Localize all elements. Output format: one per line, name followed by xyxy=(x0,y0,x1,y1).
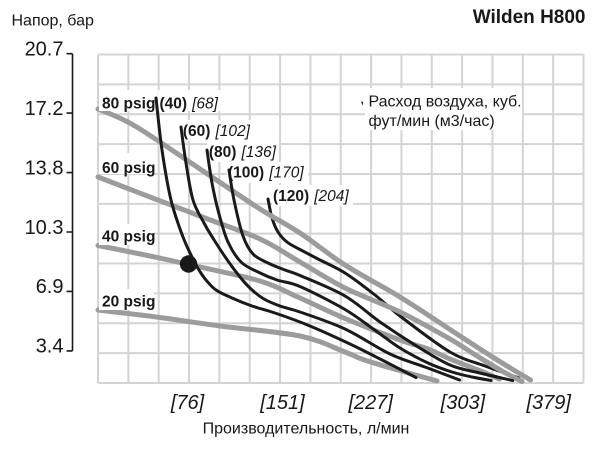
svg-text:13.8: 13.8 xyxy=(25,157,64,179)
svg-text:60 psig: 60 psig xyxy=(102,160,155,177)
svg-text:(60)[102]: (60) [102] xyxy=(183,123,251,140)
svg-text:Производительность, л/мин: Производительность, л/мин xyxy=(203,421,410,438)
svg-text:Напор, бар: Напор, бар xyxy=(12,12,95,29)
svg-text:20 psig: 20 psig xyxy=(102,294,155,311)
svg-text:Расход воздуха, куб.: Расход воздуха, куб. xyxy=(369,94,522,111)
svg-text:80 psig: 80 psig xyxy=(102,95,155,112)
svg-text:10.3: 10.3 xyxy=(25,217,64,239)
svg-text:Wilden H800: Wilden H800 xyxy=(473,7,586,28)
svg-text:17.2: 17.2 xyxy=(25,98,64,120)
svg-text:[227]: [227] xyxy=(347,392,393,414)
svg-text:[151]: [151] xyxy=(259,392,305,414)
svg-text:6.9: 6.9 xyxy=(36,276,64,298)
svg-text:[76]: [76] xyxy=(170,392,205,414)
svg-text:[379]: [379] xyxy=(525,392,571,414)
svg-text:[303]: [303] xyxy=(440,392,486,414)
svg-text:(80)[136]: (80) [136] xyxy=(209,144,277,161)
svg-text:3.4: 3.4 xyxy=(36,336,64,358)
svg-text:фут/мин (м3/час): фут/мин (м3/час) xyxy=(369,113,495,130)
svg-text:40 psig: 40 psig xyxy=(102,229,155,246)
svg-text:20.7: 20.7 xyxy=(25,39,64,61)
